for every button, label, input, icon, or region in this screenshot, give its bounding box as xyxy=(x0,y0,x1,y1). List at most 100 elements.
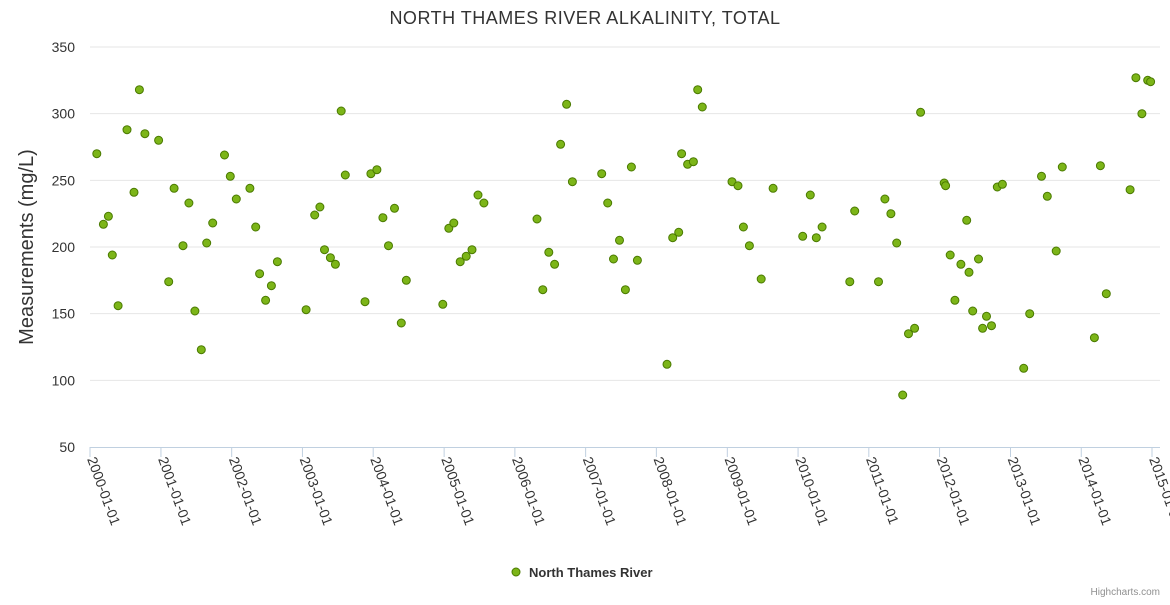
data-point[interactable] xyxy=(401,275,411,285)
data-point[interactable] xyxy=(384,241,393,251)
data-point[interactable] xyxy=(668,233,678,243)
data-point[interactable] xyxy=(231,194,241,204)
data-point[interactable] xyxy=(733,181,743,191)
data-point[interactable] xyxy=(134,85,144,95)
data-point[interactable] xyxy=(688,157,698,167)
data-point[interactable] xyxy=(461,251,471,261)
data-point[interactable] xyxy=(310,210,320,220)
data-point[interactable] xyxy=(886,209,896,219)
data-point[interactable] xyxy=(744,241,754,251)
data-point[interactable] xyxy=(455,257,465,267)
data-point[interactable] xyxy=(615,235,624,245)
data-point[interactable] xyxy=(360,297,370,307)
data-point[interactable] xyxy=(202,238,212,248)
data-point[interactable] xyxy=(845,277,855,287)
data-point[interactable] xyxy=(261,295,271,305)
data-point[interactable] xyxy=(473,190,483,200)
data-point[interactable] xyxy=(910,323,920,333)
data-point[interactable] xyxy=(697,102,707,112)
data-point[interactable] xyxy=(438,299,448,309)
data-point[interactable] xyxy=(987,321,996,331)
data-point[interactable] xyxy=(693,85,703,95)
data-point[interactable] xyxy=(756,274,766,284)
data-point[interactable] xyxy=(1125,185,1135,195)
data-point[interactable] xyxy=(103,211,113,221)
data-point[interactable] xyxy=(962,215,972,225)
data-point[interactable] xyxy=(129,187,139,197)
data-point[interactable] xyxy=(1019,363,1029,373)
data-point[interactable] xyxy=(978,323,988,333)
data-point[interactable] xyxy=(556,139,566,149)
data-point[interactable] xyxy=(245,183,255,193)
data-point[interactable] xyxy=(98,219,108,229)
data-point[interactable] xyxy=(184,198,194,208)
data-point[interactable] xyxy=(532,214,542,224)
data-point[interactable] xyxy=(544,247,554,257)
data-point[interactable] xyxy=(336,106,346,116)
data-point[interactable] xyxy=(1131,73,1141,83)
data-point[interactable] xyxy=(1095,161,1105,171)
data-point[interactable] xyxy=(1089,333,1099,343)
data-point[interactable] xyxy=(1057,162,1067,172)
data-point[interactable] xyxy=(677,149,687,159)
data-point[interactable] xyxy=(550,259,560,269)
data-point[interactable] xyxy=(372,165,382,175)
data-point[interactable] xyxy=(562,99,572,109)
data-point[interactable] xyxy=(941,181,951,191)
legend-label[interactable]: North Thames River xyxy=(529,565,653,580)
data-point[interactable] xyxy=(1137,109,1147,119)
data-point[interactable] xyxy=(315,202,325,212)
data-point[interactable] xyxy=(817,222,827,232)
data-point[interactable] xyxy=(154,135,164,145)
data-point[interactable] xyxy=(626,162,636,172)
data-point[interactable] xyxy=(479,198,489,208)
data-point[interactable] xyxy=(945,250,955,260)
data-point[interactable] xyxy=(964,267,974,277)
data-point[interactable] xyxy=(674,227,684,237)
data-point[interactable] xyxy=(320,245,329,255)
data-point[interactable] xyxy=(982,311,991,321)
data-point[interactable] xyxy=(974,254,983,264)
data-point[interactable] xyxy=(950,295,960,305)
data-point[interactable] xyxy=(92,149,102,159)
data-point[interactable] xyxy=(768,183,778,193)
data-point[interactable] xyxy=(632,255,642,265)
data-point[interactable] xyxy=(113,301,123,311)
data-point[interactable] xyxy=(255,269,265,279)
data-point[interactable] xyxy=(140,129,150,139)
data-point[interactable] xyxy=(467,245,477,255)
data-point[interactable] xyxy=(1051,246,1061,256)
data-point[interactable] xyxy=(164,277,174,287)
data-point[interactable] xyxy=(272,257,282,267)
data-point[interactable] xyxy=(378,213,388,223)
data-point[interactable] xyxy=(325,253,335,263)
data-point[interactable] xyxy=(330,259,340,269)
data-point[interactable] xyxy=(597,169,607,179)
data-point[interactable] xyxy=(196,345,206,355)
data-point[interactable] xyxy=(208,218,218,228)
data-point[interactable] xyxy=(874,277,883,287)
data-point[interactable] xyxy=(662,359,672,369)
data-point[interactable] xyxy=(190,306,200,316)
legend[interactable]: North Thames River xyxy=(511,565,653,580)
data-point[interactable] xyxy=(169,183,179,193)
data-point[interactable] xyxy=(1025,309,1035,319)
data-point[interactable] xyxy=(805,190,815,200)
data-point[interactable] xyxy=(396,318,406,328)
data-point[interactable] xyxy=(107,250,117,260)
credits-link[interactable]: Highcharts.com xyxy=(1091,587,1160,598)
data-point[interactable] xyxy=(904,329,913,339)
data-point[interactable] xyxy=(880,194,890,204)
data-point[interactable] xyxy=(538,285,548,295)
data-point[interactable] xyxy=(1042,191,1052,201)
data-point[interactable] xyxy=(220,150,229,160)
data-point[interactable] xyxy=(811,233,821,243)
data-point[interactable] xyxy=(898,390,908,400)
data-point[interactable] xyxy=(956,259,966,269)
data-point[interactable] xyxy=(916,107,926,117)
data-point[interactable] xyxy=(738,222,748,232)
data-point[interactable] xyxy=(609,254,618,264)
data-point[interactable] xyxy=(968,306,978,316)
data-point[interactable] xyxy=(225,171,235,181)
data-point[interactable] xyxy=(850,206,860,216)
